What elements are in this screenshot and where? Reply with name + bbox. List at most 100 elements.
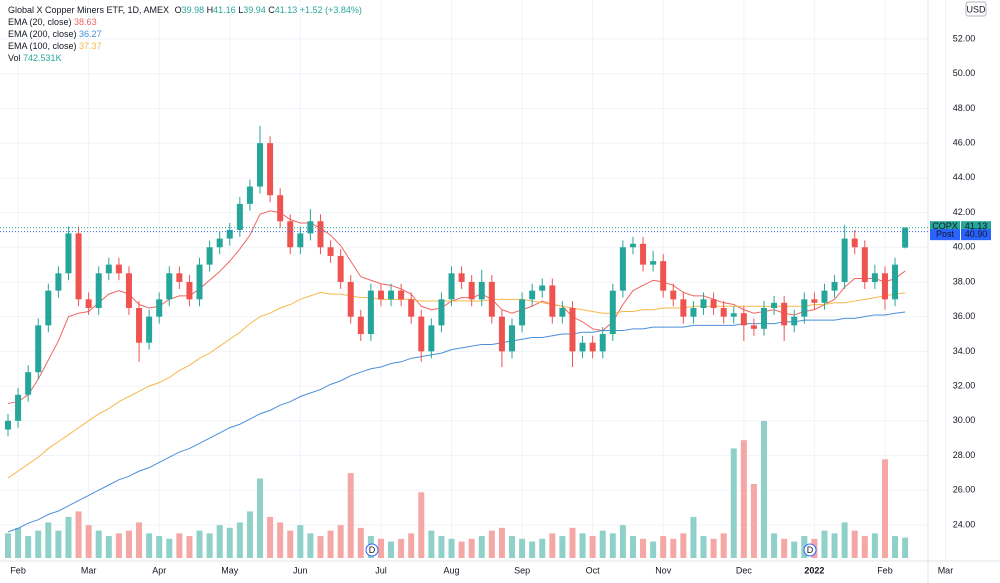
volume-bar bbox=[438, 536, 445, 558]
candle-body bbox=[146, 316, 153, 343]
candle-body bbox=[257, 143, 263, 187]
volume-bar bbox=[650, 541, 657, 558]
x-tick-label: Feb bbox=[877, 565, 893, 575]
volume-bar bbox=[458, 541, 465, 558]
volume-bar bbox=[136, 522, 143, 558]
candle-body bbox=[297, 233, 304, 248]
candle-body bbox=[418, 316, 425, 352]
legend-value: 37.37 bbox=[79, 41, 102, 51]
candle-body bbox=[367, 290, 374, 335]
candle-body bbox=[25, 372, 32, 395]
candle-body bbox=[357, 316, 364, 335]
candle-body bbox=[529, 290, 536, 300]
price-tag-name: Post bbox=[936, 229, 955, 239]
y-tick-label: 24.00 bbox=[953, 519, 976, 529]
legend-value: 36.27 bbox=[79, 29, 102, 39]
x-tick-label: Jul bbox=[375, 565, 387, 575]
ohlc-letter: H bbox=[207, 5, 214, 15]
candle-body bbox=[287, 221, 294, 248]
volume-bar bbox=[559, 536, 566, 558]
price-tag-box bbox=[961, 229, 991, 241]
y-tick-label: 46.00 bbox=[953, 138, 976, 148]
ohlc-value: 39.98 bbox=[182, 5, 205, 15]
dividend-marker[interactable] bbox=[803, 543, 817, 557]
volume-bar bbox=[549, 533, 556, 558]
volume-bar bbox=[418, 492, 425, 558]
ohlc-value: 41.13 bbox=[275, 5, 298, 15]
candle-body bbox=[720, 308, 727, 317]
x-tick-label: Jun bbox=[293, 565, 308, 575]
candle-body bbox=[771, 302, 778, 309]
volume-bar bbox=[841, 522, 848, 558]
candle-body bbox=[156, 299, 163, 317]
y-tick-label: 52.00 bbox=[953, 33, 976, 43]
candle-body bbox=[488, 281, 495, 317]
candle-body bbox=[781, 302, 788, 326]
legend-entry: EMA (100, close) 37.37 bbox=[8, 41, 102, 51]
volume-bar bbox=[428, 530, 435, 558]
x-tick-label: Feb bbox=[10, 565, 26, 575]
volume-bar bbox=[357, 527, 364, 558]
price-tag-value: 40.90 bbox=[965, 229, 988, 239]
volume-bar bbox=[5, 533, 11, 558]
volume-bar bbox=[498, 527, 505, 558]
candle-body bbox=[398, 290, 405, 300]
volume-bar bbox=[660, 536, 667, 558]
volume-bar bbox=[196, 530, 203, 558]
candle-body bbox=[589, 342, 596, 352]
volume-bar bbox=[761, 421, 767, 558]
plot bbox=[5, 125, 909, 558]
y-tick-label: 50.00 bbox=[953, 68, 976, 78]
x-tick-label: Aug bbox=[444, 565, 460, 575]
ohlc-letter: C bbox=[268, 5, 275, 15]
volume-bar bbox=[337, 525, 344, 558]
volume-bar bbox=[881, 459, 888, 558]
change: +1.52 (+3.84%) bbox=[300, 5, 362, 15]
legend-name: EMA (200, close) bbox=[8, 29, 77, 39]
x-tick-label: Apr bbox=[152, 565, 166, 575]
volume-bar bbox=[125, 530, 132, 558]
volume-bar bbox=[15, 527, 22, 558]
candle-body bbox=[509, 325, 515, 352]
volume-bar bbox=[317, 536, 324, 558]
volume-bar bbox=[680, 533, 687, 558]
candle-body bbox=[851, 238, 858, 248]
dividend-marker[interactable] bbox=[365, 543, 379, 557]
volume-bar bbox=[710, 538, 717, 558]
candle-body bbox=[105, 264, 112, 274]
candle-body bbox=[65, 233, 72, 274]
volume-bar bbox=[236, 522, 243, 558]
candle-body bbox=[317, 221, 324, 248]
candle-body bbox=[468, 281, 475, 300]
volume-bar bbox=[65, 516, 72, 558]
volume-bar bbox=[539, 538, 546, 558]
currency-box bbox=[965, 1, 987, 17]
volume-bar bbox=[730, 448, 737, 558]
candle-body bbox=[811, 299, 818, 303]
candle-body bbox=[35, 325, 42, 373]
volume-bar bbox=[75, 511, 82, 558]
candle-body bbox=[478, 281, 485, 300]
x-tick-label: Sep bbox=[514, 565, 530, 575]
currency: USD bbox=[966, 4, 986, 14]
y-tick-label: 36.00 bbox=[953, 311, 976, 321]
candle-body bbox=[176, 273, 183, 282]
volume-bar bbox=[740, 440, 747, 558]
volume-bar bbox=[267, 516, 274, 558]
legend-entry: Vol 742.531K bbox=[8, 53, 62, 63]
candle-body bbox=[599, 334, 606, 352]
candle-body bbox=[559, 308, 566, 317]
volume-bar bbox=[408, 533, 415, 558]
legend-entry: EMA (20, close) 38.63 bbox=[8, 17, 97, 27]
candle-body bbox=[408, 299, 415, 317]
volume-bar bbox=[700, 536, 707, 558]
candle-body bbox=[539, 285, 546, 291]
legend-value: 742.531K bbox=[23, 53, 62, 63]
y-tick-label: 32.00 bbox=[953, 380, 976, 390]
candle-body bbox=[226, 229, 233, 239]
volume-bar bbox=[720, 533, 727, 558]
candle-body bbox=[821, 290, 828, 303]
candle-body bbox=[216, 238, 223, 248]
